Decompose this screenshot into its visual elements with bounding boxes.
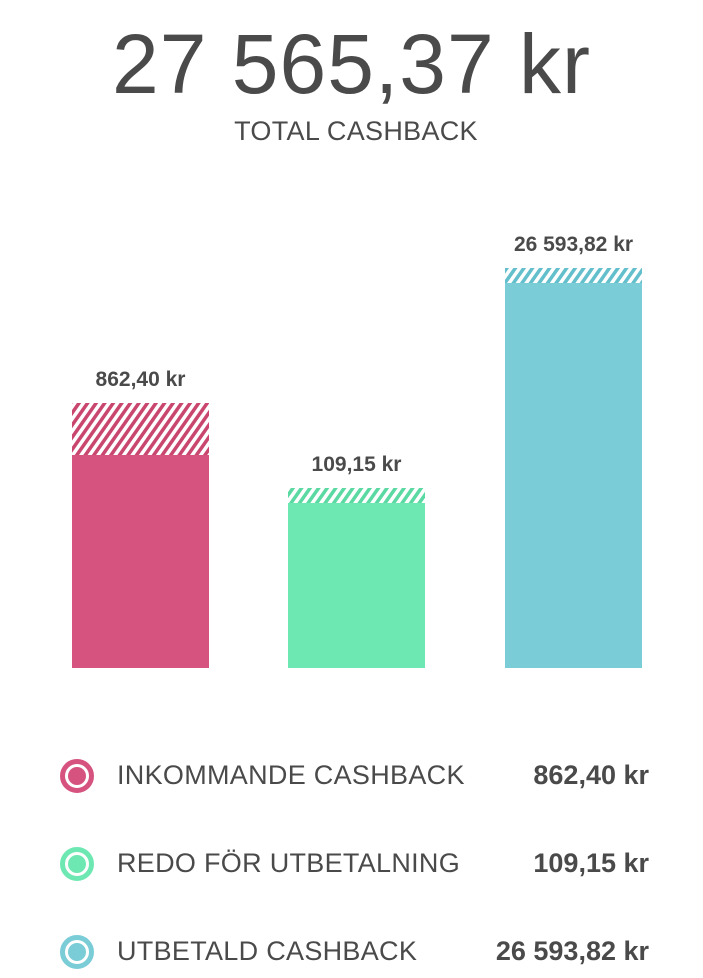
legend-item-inkommande: INKOMMANDE CASHBACK 862,40 kr — [0, 752, 703, 802]
bar-hatch-0 — [72, 403, 209, 455]
bar-value-label-1: 109,15 kr — [312, 453, 402, 476]
bar-2 — [505, 283, 642, 668]
bar-1 — [288, 503, 425, 668]
bar-hatch-2 — [505, 268, 642, 283]
legend-value-redo: 109,15 kr — [533, 848, 649, 878]
total-cashback-amount: 27 565,37 kr — [111, 17, 591, 111]
bar-0 — [72, 455, 209, 668]
legend-label-inkommande: INKOMMANDE CASHBACK — [117, 760, 465, 790]
total-cashback-label: TOTAL CASHBACK — [234, 116, 478, 146]
cashback-bar-chart: 862,40 kr 109,15 kr 26 593,82 kr — [72, 233, 642, 668]
bar-hatch-1 — [288, 488, 425, 503]
bars-group: 862,40 kr 109,15 kr 26 593,82 kr — [72, 233, 642, 668]
legend-item-redo: REDO FÖR UTBETALNING 109,15 kr — [0, 840, 703, 890]
legend-marker-utbetald-icon — [60, 935, 94, 969]
legend-label-utbetald: UTBETALD CASHBACK — [117, 936, 418, 966]
legend-value-inkommande: 862,40 kr — [533, 760, 649, 790]
legend-label-redo: REDO FÖR UTBETALNING — [117, 848, 461, 878]
legend-item-utbetald: UTBETALD CASHBACK 26 593,82 kr — [0, 928, 703, 978]
legend-value-utbetald: 26 593,82 kr — [495, 936, 649, 966]
legend-marker-redo-icon — [60, 847, 94, 881]
bar-value-label-2: 26 593,82 kr — [514, 233, 633, 256]
bar-value-label-0: 862,40 kr — [96, 368, 186, 391]
legend-marker-inkommande-icon — [60, 759, 94, 793]
